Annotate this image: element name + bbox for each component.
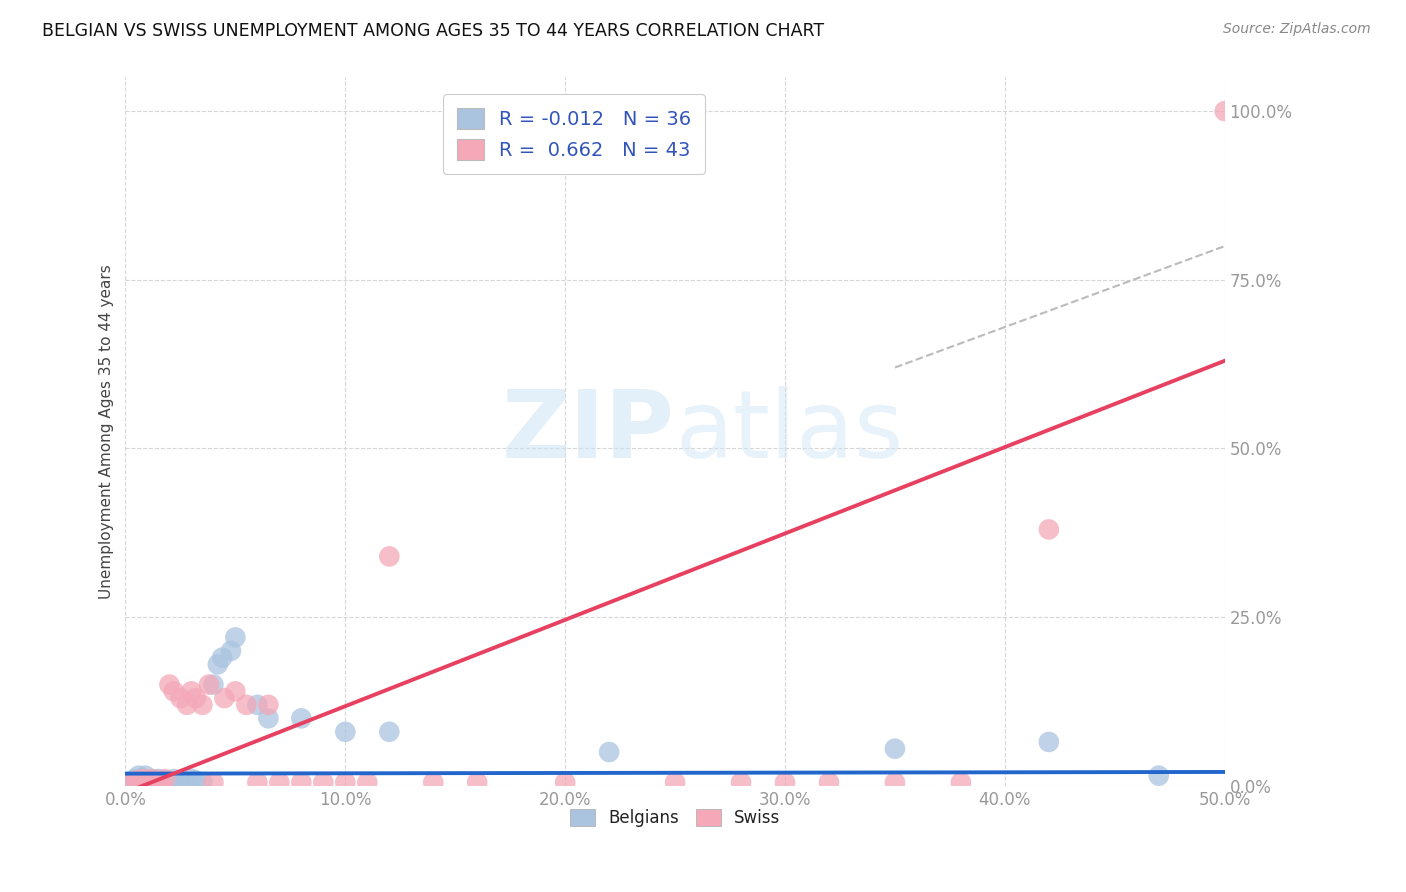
Point <box>149 775 172 789</box>
Point <box>141 772 163 786</box>
Point <box>153 773 176 788</box>
Point <box>290 775 312 789</box>
Point <box>598 745 620 759</box>
Point <box>129 775 152 789</box>
Text: ZIP: ZIP <box>502 385 675 477</box>
Point <box>219 644 242 658</box>
Text: BELGIAN VS SWISS UNEMPLOYMENT AMONG AGES 35 TO 44 YEARS CORRELATION CHART: BELGIAN VS SWISS UNEMPLOYMENT AMONG AGES… <box>42 22 824 40</box>
Point <box>818 775 841 789</box>
Point <box>136 773 159 788</box>
Point <box>176 775 198 789</box>
Point <box>465 775 488 789</box>
Point <box>378 549 401 564</box>
Point <box>128 769 150 783</box>
Point <box>184 691 207 706</box>
Point <box>1038 735 1060 749</box>
Point <box>176 698 198 712</box>
Point <box>163 684 186 698</box>
Point <box>134 775 156 789</box>
Point <box>180 684 202 698</box>
Point <box>134 769 156 783</box>
Point <box>184 773 207 788</box>
Point <box>153 772 176 786</box>
Point <box>246 775 269 789</box>
Point <box>159 677 181 691</box>
Point <box>211 650 233 665</box>
Point <box>214 691 236 706</box>
Point <box>191 775 214 789</box>
Point <box>122 772 145 786</box>
Point <box>149 775 172 789</box>
Point <box>257 698 280 712</box>
Point <box>773 775 796 789</box>
Point <box>159 775 181 789</box>
Point <box>145 775 167 789</box>
Point <box>202 677 225 691</box>
Point <box>378 724 401 739</box>
Point <box>224 631 246 645</box>
Point <box>125 773 148 788</box>
Point <box>257 711 280 725</box>
Point <box>169 773 191 788</box>
Text: Source: ZipAtlas.com: Source: ZipAtlas.com <box>1223 22 1371 37</box>
Y-axis label: Unemployment Among Ages 35 to 44 years: Unemployment Among Ages 35 to 44 years <box>100 264 114 599</box>
Point <box>554 775 576 789</box>
Point <box>148 772 170 786</box>
Point <box>121 775 143 789</box>
Point <box>143 773 166 788</box>
Point <box>118 775 141 789</box>
Point <box>269 775 291 789</box>
Point <box>132 772 155 786</box>
Point <box>129 775 152 789</box>
Point <box>1147 769 1170 783</box>
Point <box>125 773 148 788</box>
Point <box>312 775 335 789</box>
Point <box>141 772 163 786</box>
Point <box>290 711 312 725</box>
Point <box>207 657 229 672</box>
Point <box>145 775 167 789</box>
Point <box>169 691 191 706</box>
Point <box>884 741 907 756</box>
Text: atlas: atlas <box>675 385 903 477</box>
Point <box>422 775 444 789</box>
Point <box>202 775 225 789</box>
Point <box>132 772 155 786</box>
Point <box>138 775 160 789</box>
Point <box>191 698 214 712</box>
Point <box>949 775 972 789</box>
Point <box>136 773 159 788</box>
Point <box>1213 104 1236 119</box>
Point <box>235 698 257 712</box>
Point <box>198 677 221 691</box>
Point <box>730 775 752 789</box>
Point <box>356 775 378 789</box>
Point <box>148 773 170 788</box>
Point <box>138 775 160 789</box>
Point <box>246 698 269 712</box>
Point <box>884 775 907 789</box>
Point <box>335 724 357 739</box>
Point <box>180 772 202 786</box>
Point <box>1038 523 1060 537</box>
Legend: Belgians, Swiss: Belgians, Swiss <box>564 803 787 834</box>
Point <box>664 775 686 789</box>
Point <box>224 684 246 698</box>
Point <box>335 775 357 789</box>
Point <box>163 772 186 786</box>
